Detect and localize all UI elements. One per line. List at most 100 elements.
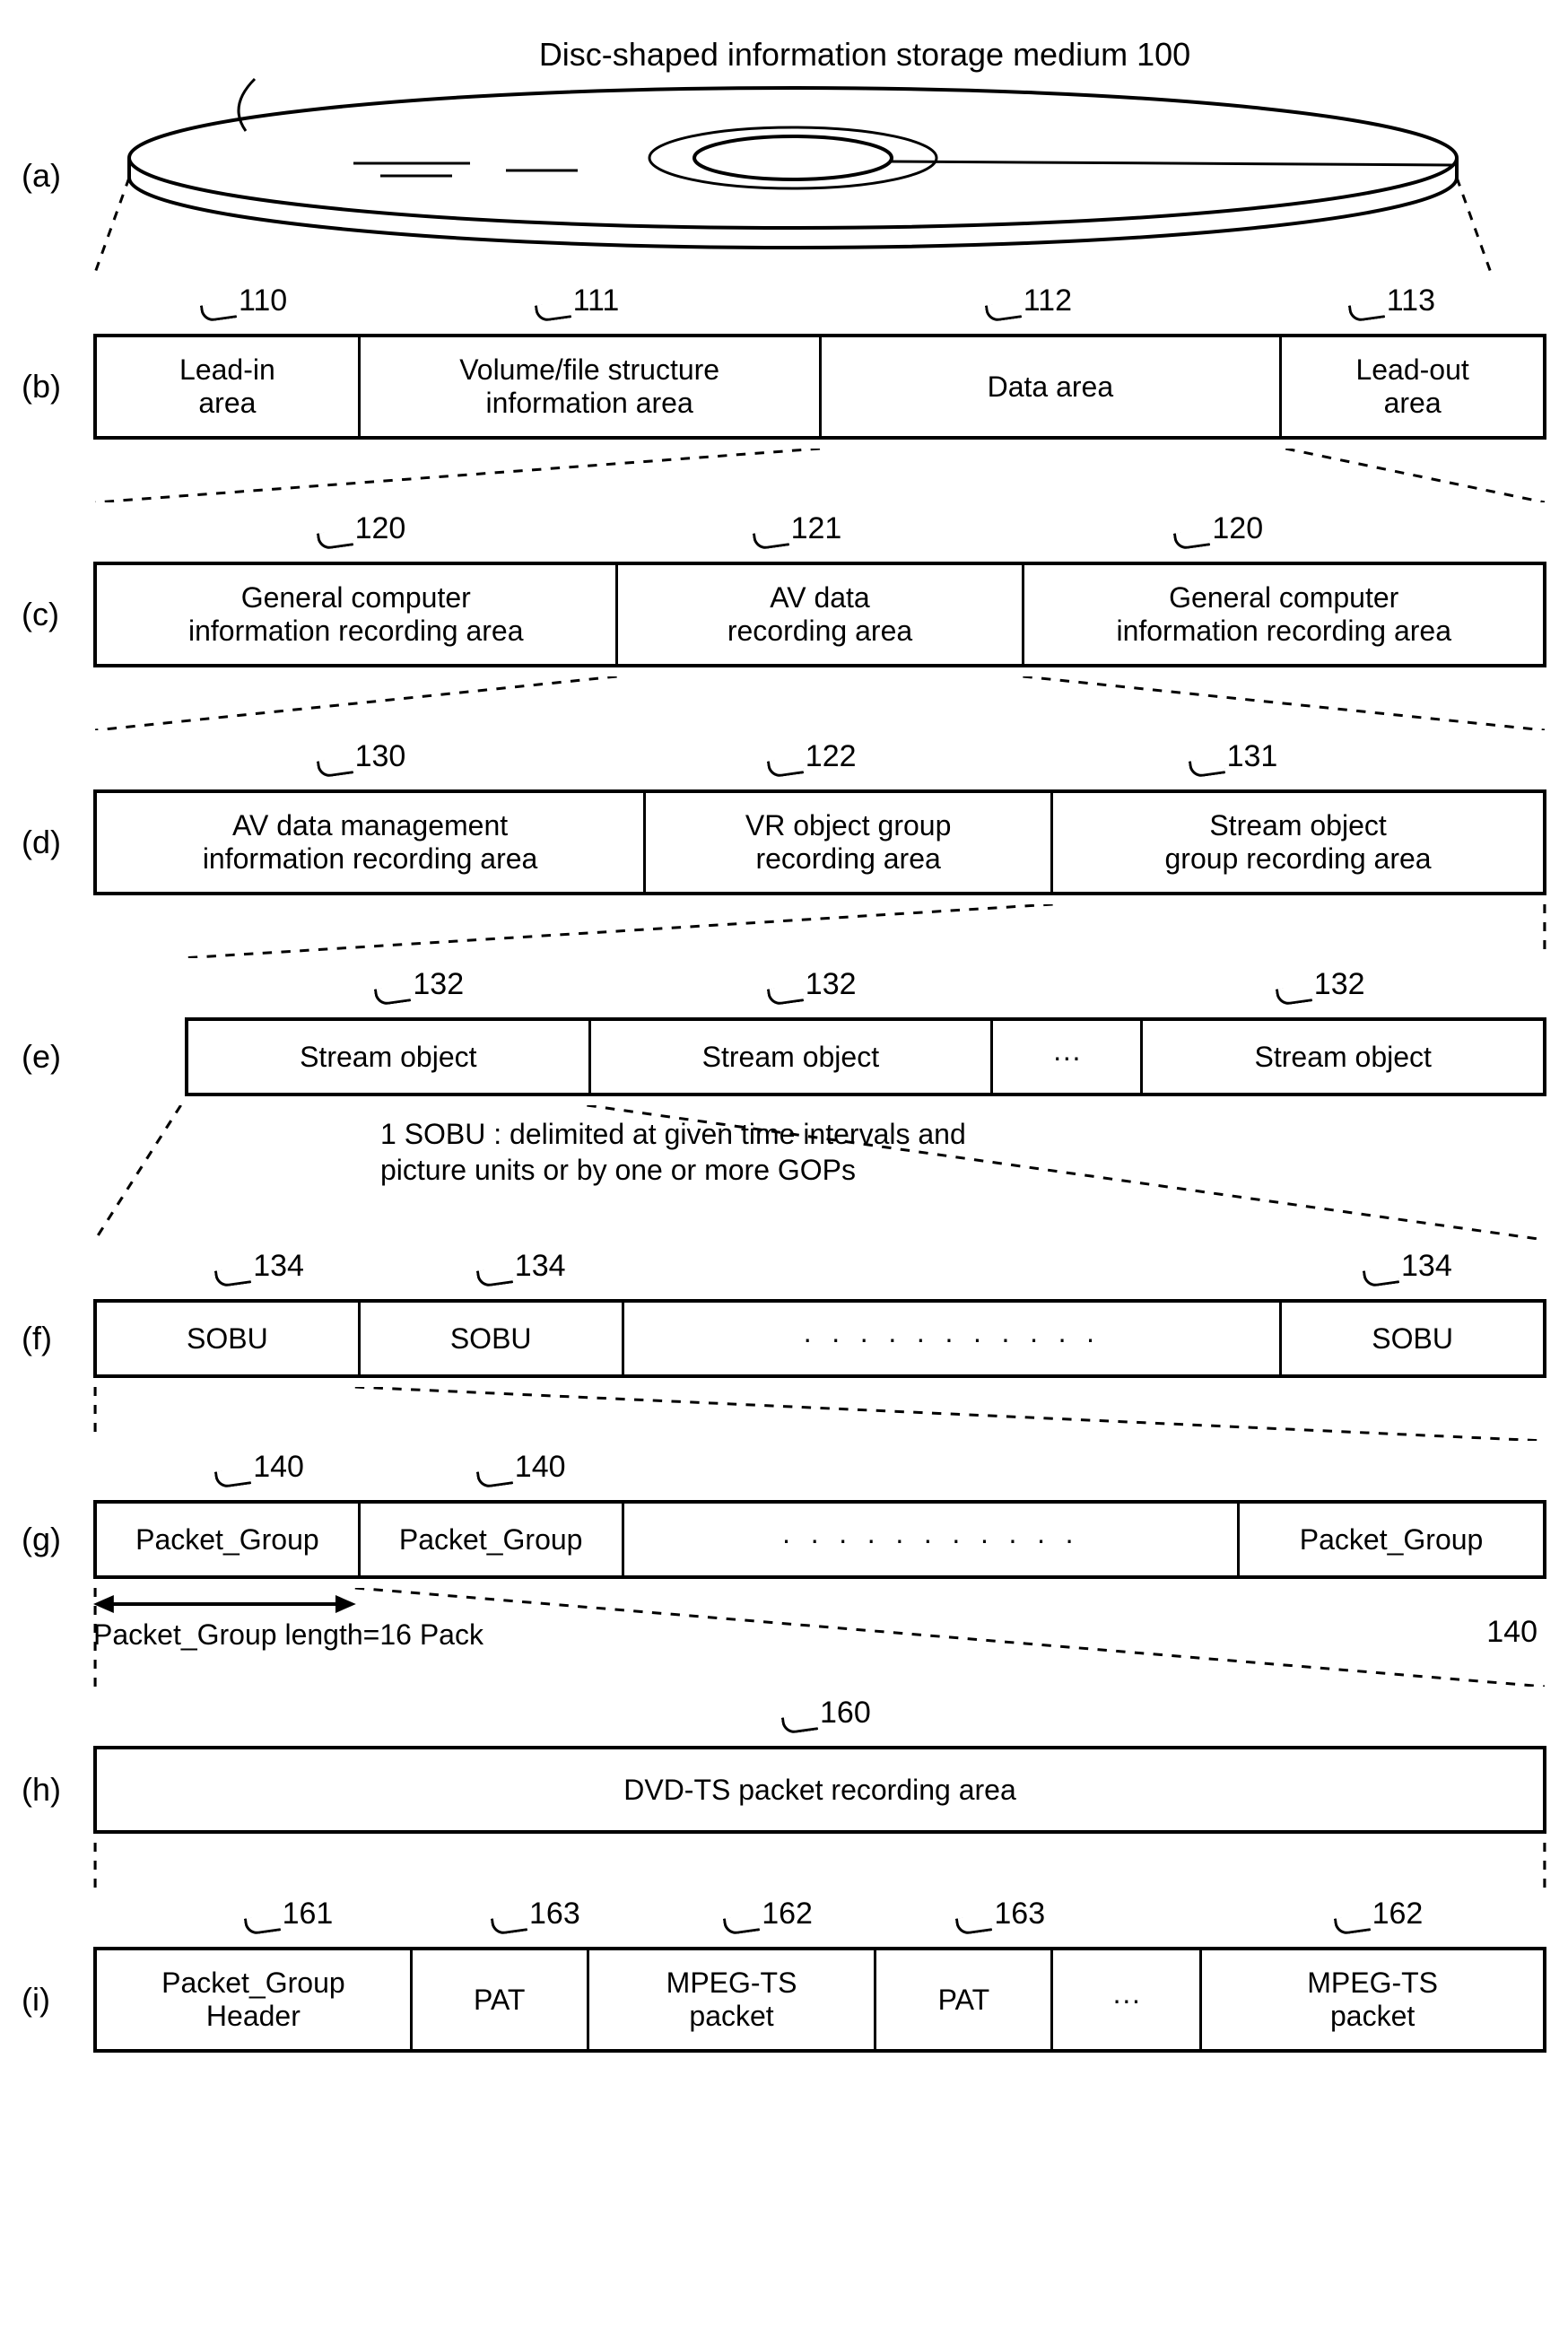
ref-131: 131 — [1227, 739, 1278, 774]
row-label-f: (f) — [22, 1320, 93, 1357]
ref-163b: 163 — [994, 1897, 1045, 1932]
ref-113: 113 — [1387, 283, 1435, 318]
refs-c: 120 121 120 — [93, 511, 1546, 562]
ref-132a: 132 — [413, 967, 464, 1002]
cell-sobj-2: Stream object — [591, 1021, 994, 1093]
row-d: 130 122 131 (d) AV data management infor… — [22, 739, 1546, 895]
ref-111: 111 — [573, 283, 620, 318]
cell-dvdts: DVD-TS packet recording area — [97, 1749, 1543, 1830]
cell-lead-out: Lead-out area — [1282, 337, 1543, 436]
cell-i-dots: ··· — [1053, 1950, 1202, 2049]
cell-avmgmt: AV data management information recording… — [97, 793, 646, 892]
ref-140b: 140 — [515, 1450, 566, 1485]
cells-g: Packet_Group Packet_Group · · · · · · · … — [93, 1500, 1546, 1579]
cell-mts-n: MPEG-TS packet — [1202, 1950, 1543, 2049]
row-label-e: (e) — [22, 1038, 93, 1076]
row-label-i: (i) — [22, 1981, 93, 2019]
cell-sobu-2: SOBU — [361, 1303, 624, 1374]
ref-130: 130 — [355, 739, 406, 774]
cells-h: DVD-TS packet recording area — [93, 1746, 1546, 1834]
ref-160: 160 — [820, 1696, 871, 1731]
proj-g-h: Packet_Group length=16 Pack 140 — [22, 1588, 1546, 1687]
row-e: 132 132 132 (e) Stream object Stream obj… — [22, 967, 1546, 1096]
cell-pgh: Packet_Group Header — [97, 1950, 413, 2049]
cell-sobj-n: Stream object — [1143, 1021, 1543, 1093]
ref-112: 112 — [1024, 283, 1072, 318]
cells-f: SOBU SOBU · · · · · · · · · · · SOBU — [93, 1299, 1546, 1378]
proj-d-e — [22, 904, 1546, 958]
cell-vrobj: VR object group recording area — [646, 793, 1053, 892]
proj-b-c — [22, 449, 1546, 502]
cell-volfile: Volume/file structure information area — [361, 337, 822, 436]
row-label-b: (b) — [22, 368, 93, 406]
ref-140c: 140 — [1486, 1615, 1538, 1650]
cells-i: Packet_Group Header PAT MPEG-TS packet P… — [93, 1947, 1546, 2053]
proj-f-g — [22, 1387, 1546, 1441]
cells-e: Stream object Stream object ··· Stream o… — [185, 1017, 1546, 1096]
row-label-g: (g) — [22, 1521, 93, 1558]
cell-pg-dots: · · · · · · · · · · · — [624, 1504, 1241, 1575]
row-label-h: (h) — [22, 1771, 93, 1809]
cell-data-area: Data area — [822, 337, 1283, 436]
refs-d: 130 122 131 — [93, 739, 1546, 789]
row-i: 161 163 162 163 162 (i) Packet_Group Hea… — [22, 1897, 1546, 2053]
cell-sobj-dots: ··· — [993, 1021, 1143, 1093]
proj-c-d — [22, 676, 1546, 730]
cell-pg-1: Packet_Group — [97, 1504, 361, 1575]
cell-pat-1: PAT — [413, 1950, 589, 2049]
cell-sobu-dots: · · · · · · · · · · · — [624, 1303, 1283, 1374]
ref-162b: 162 — [1372, 1897, 1424, 1932]
sobu-note: 1 SOBU : delimited at given time interva… — [380, 1116, 1546, 1188]
diagram-root: Disc-shaped information storage medium 1… — [22, 36, 1546, 2053]
cell-sobu-1: SOBU — [97, 1303, 361, 1374]
cells-b: Lead-in area Volume/file structure infor… — [93, 334, 1546, 440]
row-g: 140 140 (g) Packet_Group Packet_Group · … — [22, 1450, 1546, 1579]
ref-122: 122 — [806, 739, 857, 774]
ref-140a: 140 — [253, 1450, 304, 1485]
ref-161: 161 — [283, 1897, 334, 1932]
ref-134b: 134 — [515, 1249, 566, 1284]
row-label-a: (a) — [22, 157, 93, 195]
refs-i: 161 163 162 163 162 — [93, 1897, 1546, 1947]
cell-lead-in: Lead-in area — [97, 337, 361, 436]
cell-gci-a: General computer information recording a… — [97, 565, 618, 664]
ref-163a: 163 — [529, 1897, 580, 1932]
ref-134c: 134 — [1401, 1249, 1452, 1284]
ref-132b: 132 — [806, 967, 857, 1002]
cell-gci-b: General computer information recording a… — [1024, 565, 1543, 664]
cells-d: AV data management information recording… — [93, 789, 1546, 895]
cell-pg-n: Packet_Group — [1240, 1504, 1543, 1575]
row-h: 160 (h) DVD-TS packet recording area — [22, 1696, 1546, 1834]
cell-avdata: AV data recording area — [618, 565, 1025, 664]
row-a: (a) — [22, 77, 1546, 275]
proj-e-f: 1 SOBU : delimited at given time interva… — [22, 1105, 1546, 1240]
row-f: 134 134 134 (f) SOBU SOBU · · · · · · · … — [22, 1249, 1546, 1378]
disc-drawing — [93, 77, 1546, 275]
row-label-d: (d) — [22, 824, 93, 861]
ref-120b: 120 — [1212, 511, 1263, 546]
row-label-c: (c) — [22, 596, 93, 633]
ref-132c: 132 — [1314, 967, 1365, 1002]
cell-sobj-1: Stream object — [188, 1021, 591, 1093]
refs-g: 140 140 — [93, 1450, 1546, 1500]
ref-134a: 134 — [253, 1249, 304, 1284]
cell-sobj: Stream object group recording area — [1053, 793, 1543, 892]
refs-h: 160 — [93, 1696, 1546, 1746]
cell-mts-1: MPEG-TS packet — [589, 1950, 877, 2049]
refs-e: 132 132 132 — [93, 967, 1546, 1017]
row-c: 120 121 120 (c) General computer informa… — [22, 511, 1546, 667]
proj-h-i — [22, 1843, 1546, 1888]
ref-120a: 120 — [355, 511, 406, 546]
ref-121: 121 — [791, 511, 842, 546]
cell-sobu-n: SOBU — [1282, 1303, 1543, 1374]
cell-pg-2: Packet_Group — [361, 1504, 624, 1575]
pg-length-label: Packet_Group length=16 Pack — [93, 1618, 483, 1652]
row-b: 110 111 112 113 (b) Lead-in area Volume/… — [22, 283, 1546, 440]
cell-pat-2: PAT — [876, 1950, 1053, 2049]
refs-b: 110 111 112 113 — [93, 283, 1546, 334]
cells-c: General computer information recording a… — [93, 562, 1546, 667]
refs-f: 134 134 134 — [93, 1249, 1546, 1299]
ref-162a: 162 — [762, 1897, 813, 1932]
ref-110: 110 — [239, 283, 287, 318]
disc-title: Disc-shaped information storage medium 1… — [183, 36, 1546, 74]
